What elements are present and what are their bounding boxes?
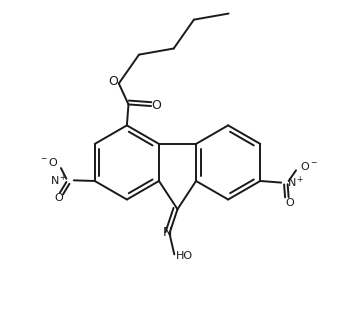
Text: N: N <box>163 226 173 239</box>
Text: O$^-$: O$^-$ <box>300 159 318 172</box>
Text: $^-$O: $^-$O <box>39 156 59 168</box>
Text: O: O <box>108 75 118 88</box>
Text: O: O <box>55 193 63 203</box>
Text: O: O <box>152 99 161 112</box>
Text: HO: HO <box>176 251 193 261</box>
Text: N$^+$: N$^+$ <box>287 175 304 190</box>
Text: O: O <box>285 198 294 208</box>
Text: N$^+$: N$^+$ <box>51 173 68 188</box>
